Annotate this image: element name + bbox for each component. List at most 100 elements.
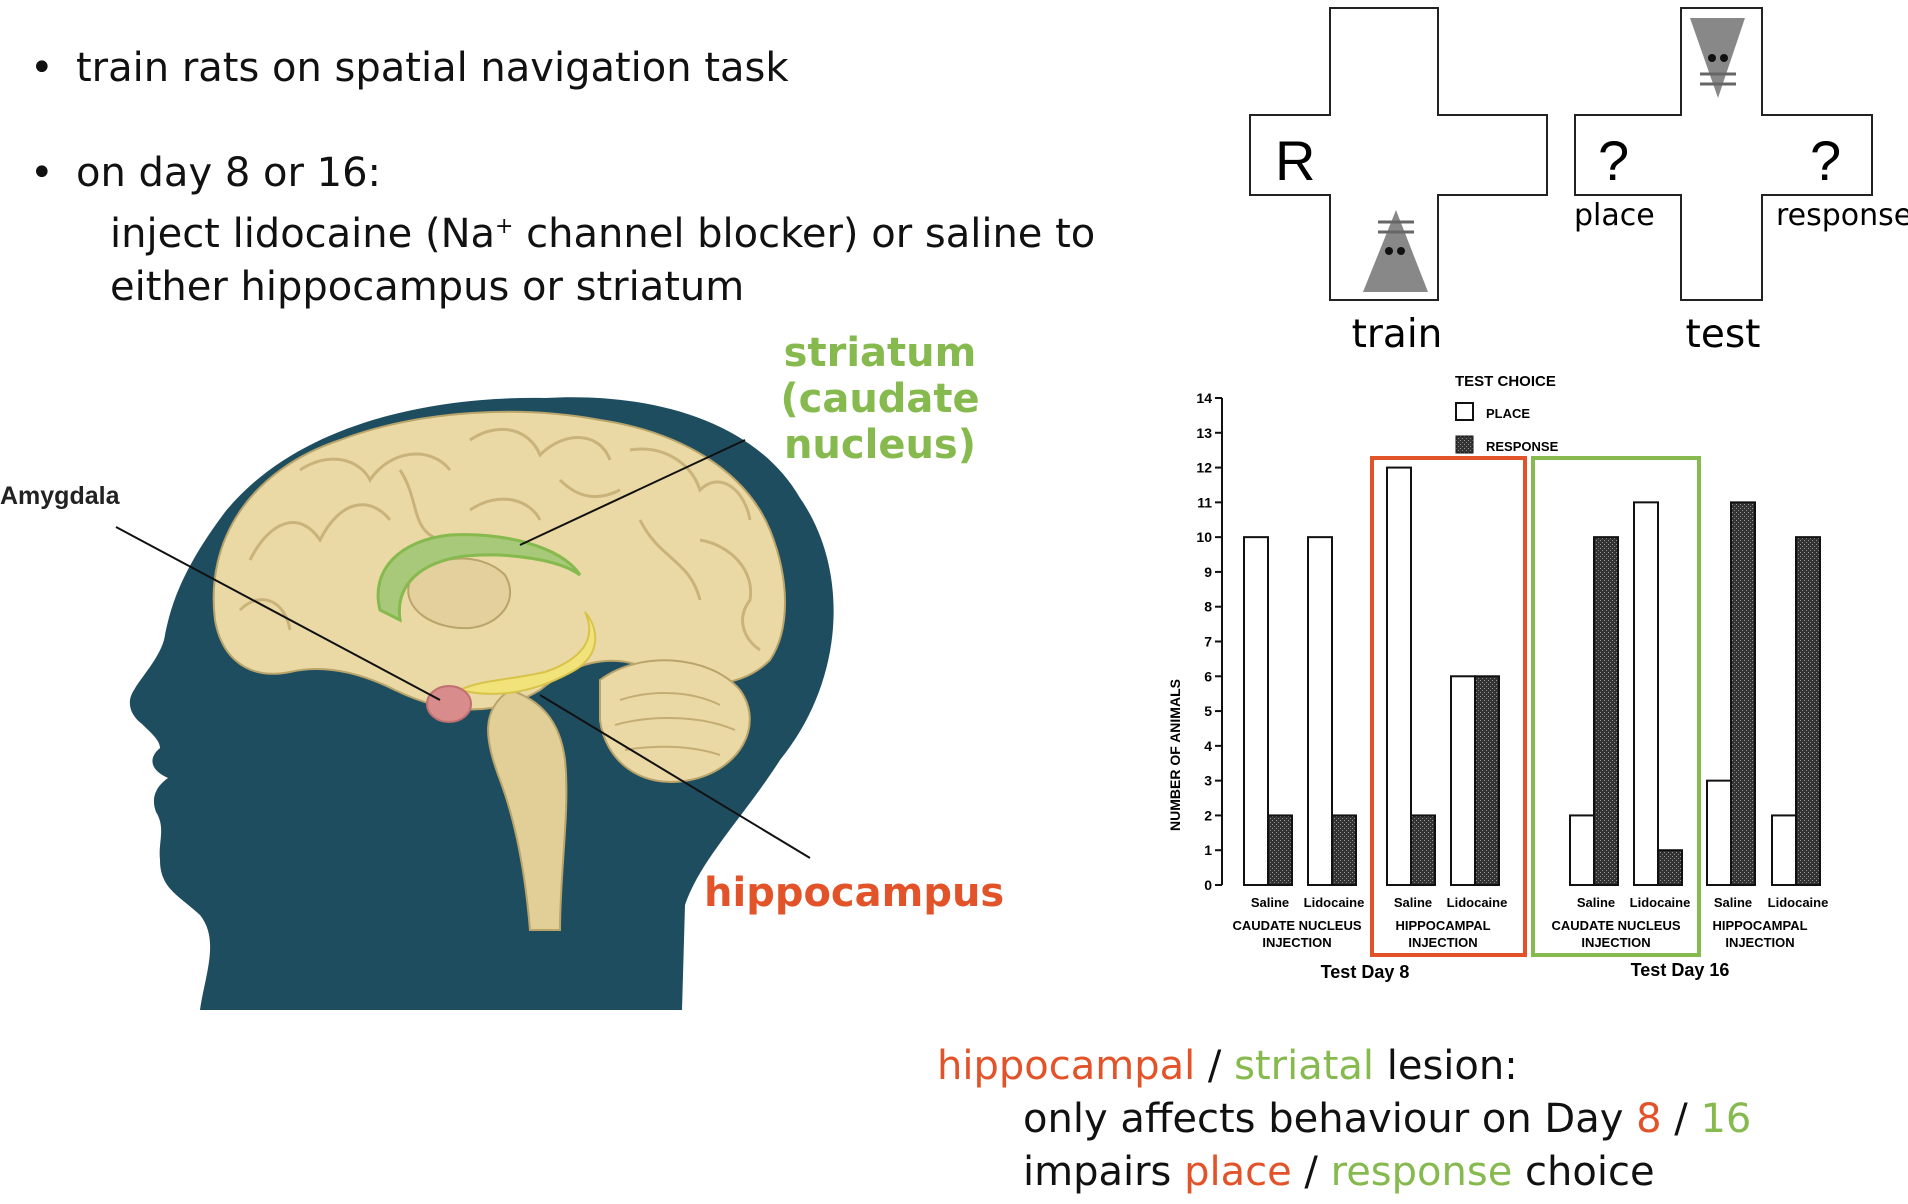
y-tick-label: 4: [1204, 738, 1212, 754]
bar-response: [1410, 814, 1436, 887]
bar-response: [1593, 536, 1619, 887]
category-label: Lidocaine: [1768, 895, 1829, 910]
task-description: train rats on spatial navigation task on…: [30, 42, 1095, 314]
y-tick-label: 9: [1204, 564, 1212, 580]
y-tick-label: 2: [1204, 807, 1212, 823]
category-label: Lidocaine: [1304, 895, 1365, 910]
brain-illustration: [115, 397, 834, 1010]
hippocampus-label: hippocampus: [704, 870, 1005, 916]
striatum-label: striatum (caudate nucleus): [690, 330, 1070, 468]
summary-line-3: impairs place / response choice: [937, 1146, 1751, 1199]
y-tick-label: 13: [1196, 425, 1212, 441]
y-tick-label: 5: [1204, 703, 1212, 719]
summary-text: hippocampal / striatal lesion: only affe…: [937, 1040, 1751, 1199]
cerebellum: [599, 659, 751, 783]
brainstem: [487, 688, 568, 931]
place-label: place: [1574, 198, 1655, 233]
summary-line-2-text: only affects behaviour on Day: [1023, 1096, 1637, 1142]
summary-hippocampal: hippocampal: [937, 1043, 1196, 1089]
category-label: Saline: [1394, 895, 1432, 910]
legend-title: TEST CHOICE: [1455, 373, 1556, 390]
category-label: Saline: [1714, 895, 1752, 910]
y-tick-label: 8: [1204, 599, 1212, 615]
summary-slash-1: /: [1195, 1043, 1235, 1089]
reward-marker: R: [1275, 129, 1315, 192]
day8-label: Test Day 8: [1321, 962, 1410, 982]
test-label: test: [1686, 312, 1761, 357]
bar-place: [1633, 501, 1659, 886]
group-label: INJECTION: [1262, 935, 1331, 950]
na-superscript: +: [495, 214, 514, 239]
hippocampus-region: [457, 611, 597, 695]
amygdala-pointer: [115, 526, 441, 701]
striatum-title: striatum: [783, 330, 977, 376]
group-label: CAUDATE NUCLEUS: [1551, 918, 1680, 933]
bar-place: [1386, 466, 1412, 886]
y-tick-label: 6: [1204, 668, 1212, 684]
cerebrum: [212, 410, 786, 711]
group-label: HIPPOCAMPAL: [1395, 918, 1490, 933]
y-tick-label: 11: [1197, 494, 1212, 510]
bullet-day-text: on day 8 or 16:: [76, 150, 381, 196]
legend-place-label: PLACE: [1486, 406, 1530, 421]
bar-place: [1569, 814, 1595, 887]
bar-place: [1450, 675, 1476, 886]
injection-line-1-b: channel blocker) or saline to: [513, 211, 1096, 257]
summary-line-1: hippocampal / striatal lesion:: [937, 1040, 1751, 1093]
injection-line-1: inject lidocaine (Na+ channel blocker) o…: [30, 200, 1095, 261]
summary-day16: 16: [1700, 1096, 1752, 1142]
day16-label: Test Day 16: [1631, 960, 1730, 980]
y-tick-label: 1: [1204, 842, 1212, 858]
injection-line-2: either hippocampus or striatum: [110, 264, 745, 310]
category-label: Lidocaine: [1630, 895, 1691, 910]
group-label: INJECTION: [1581, 935, 1650, 950]
legend-response-swatch: [1455, 435, 1474, 454]
summary-striatal: striatal: [1234, 1043, 1375, 1089]
bullet-day: on day 8 or 16:: [30, 147, 1095, 200]
y-tick-label: 0: [1204, 877, 1212, 893]
summary-day8: 8: [1636, 1096, 1662, 1142]
striatal-highlight-box: [1531, 456, 1701, 957]
bar-response: [1657, 849, 1683, 887]
summary-lesion: lesion:: [1374, 1043, 1518, 1089]
legend-response-label: RESPONSE: [1486, 439, 1559, 454]
bar-place: [1243, 536, 1269, 887]
test-maze-outline: [1574, 7, 1873, 301]
group-label: INJECTION: [1408, 935, 1477, 950]
y-tick-label: 14: [1196, 390, 1212, 406]
summary-slash-2: /: [1661, 1096, 1701, 1142]
bullet-train-text: train rats on spatial navigation task: [76, 45, 789, 91]
cerebellum-folds: [614, 692, 736, 756]
striatum-pointer: [519, 439, 746, 546]
striatum-subtitle: (caudate nucleus): [780, 376, 980, 468]
response-question: ?: [1810, 129, 1841, 192]
summary-response: response: [1330, 1149, 1513, 1195]
y-tick-label: 10: [1196, 529, 1212, 545]
summary-choice: choice: [1512, 1149, 1655, 1195]
place-question: ?: [1598, 129, 1629, 192]
summary-line-3-text: impairs: [1023, 1149, 1185, 1195]
bar-place: [1771, 814, 1797, 887]
summary-line-2: only affects behaviour on Day 8 / 16: [937, 1093, 1751, 1146]
bar-response: [1730, 501, 1756, 886]
amygdala-region: [426, 685, 472, 723]
group-label: HIPPOCAMPAL: [1712, 918, 1807, 933]
amygdala-label: Amygdala: [0, 482, 120, 510]
injection-line-1-a: inject lidocaine (Na: [110, 211, 495, 257]
bar-response: [1331, 814, 1357, 887]
bar-place: [1706, 779, 1732, 887]
summary-slash-3: /: [1291, 1149, 1331, 1195]
y-tick-label: 3: [1204, 773, 1212, 789]
bar-response: [1267, 814, 1293, 887]
y-tick-label: 7: [1204, 634, 1212, 650]
response-label: response: [1776, 198, 1908, 233]
train-maze-outline: [1249, 7, 1548, 301]
bar-response: [1795, 536, 1821, 887]
category-label: Lidocaine: [1447, 895, 1508, 910]
test-maze: ? ?: [1574, 7, 1873, 301]
bar-place: [1307, 536, 1333, 887]
category-label: Saline: [1577, 895, 1615, 910]
hippocampus-pointer: [539, 694, 811, 859]
striatum-region: [376, 533, 582, 623]
